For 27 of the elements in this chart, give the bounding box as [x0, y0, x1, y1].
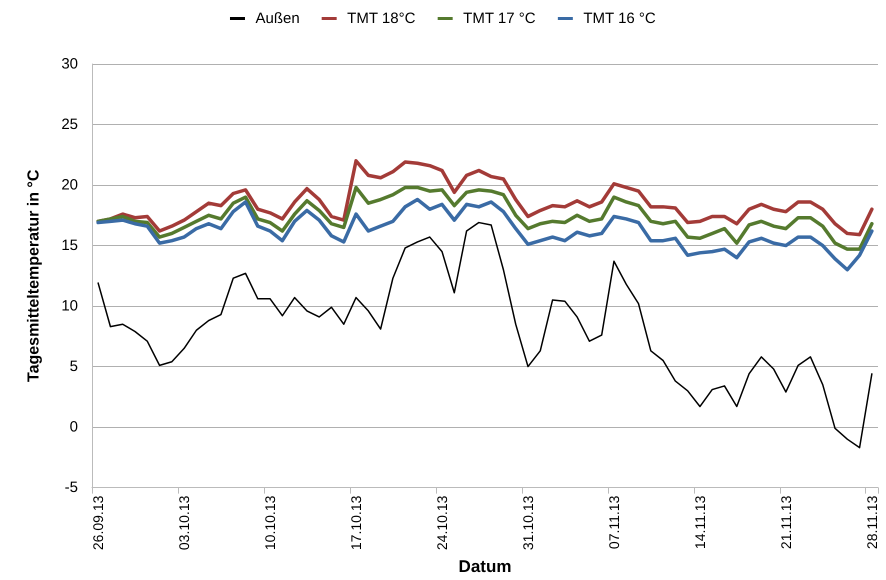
- y-tick-label: 5: [70, 358, 78, 376]
- legend-label: TMT 18°C: [347, 10, 416, 27]
- x-tick-label: 31.10.13: [520, 495, 536, 550]
- x-tick-label: 24.10.13: [434, 495, 450, 550]
- y-tick-label: 25: [61, 116, 78, 134]
- x-tick-label: 21.11.13: [778, 495, 794, 550]
- y-tick-label: 15: [61, 237, 78, 254]
- x-tick-label: 26.09.13: [90, 495, 106, 550]
- x-tick-label: 28.11.13: [864, 495, 880, 550]
- x-tick-label: 07.11.13: [606, 495, 622, 550]
- line-series: [96, 186, 874, 251]
- x-tick-label: 17.10.13: [348, 495, 364, 550]
- y-tick-label: 0: [70, 418, 78, 436]
- line-series: [96, 198, 874, 272]
- legend-label: TMT 17 °C: [463, 10, 536, 27]
- x-tick-label: 14.11.13: [692, 495, 708, 550]
- y-tick-label: -5: [64, 479, 78, 496]
- x-tick-label: 03.10.13: [176, 495, 192, 550]
- y-tick-label: 10: [61, 298, 78, 315]
- line-series: [97, 222, 873, 448]
- y-tick-label: 30: [61, 56, 78, 72]
- x-tick-label: 10.10.13: [262, 495, 278, 550]
- legend-label: Außen: [255, 10, 300, 27]
- legend-label: TMT 16 °C: [583, 10, 656, 27]
- x-axis-title: Datum: [458, 557, 512, 576]
- y-tick-label: 20: [61, 176, 78, 194]
- y-axis-title: Tagesmitteltemperatur in °C: [26, 169, 42, 382]
